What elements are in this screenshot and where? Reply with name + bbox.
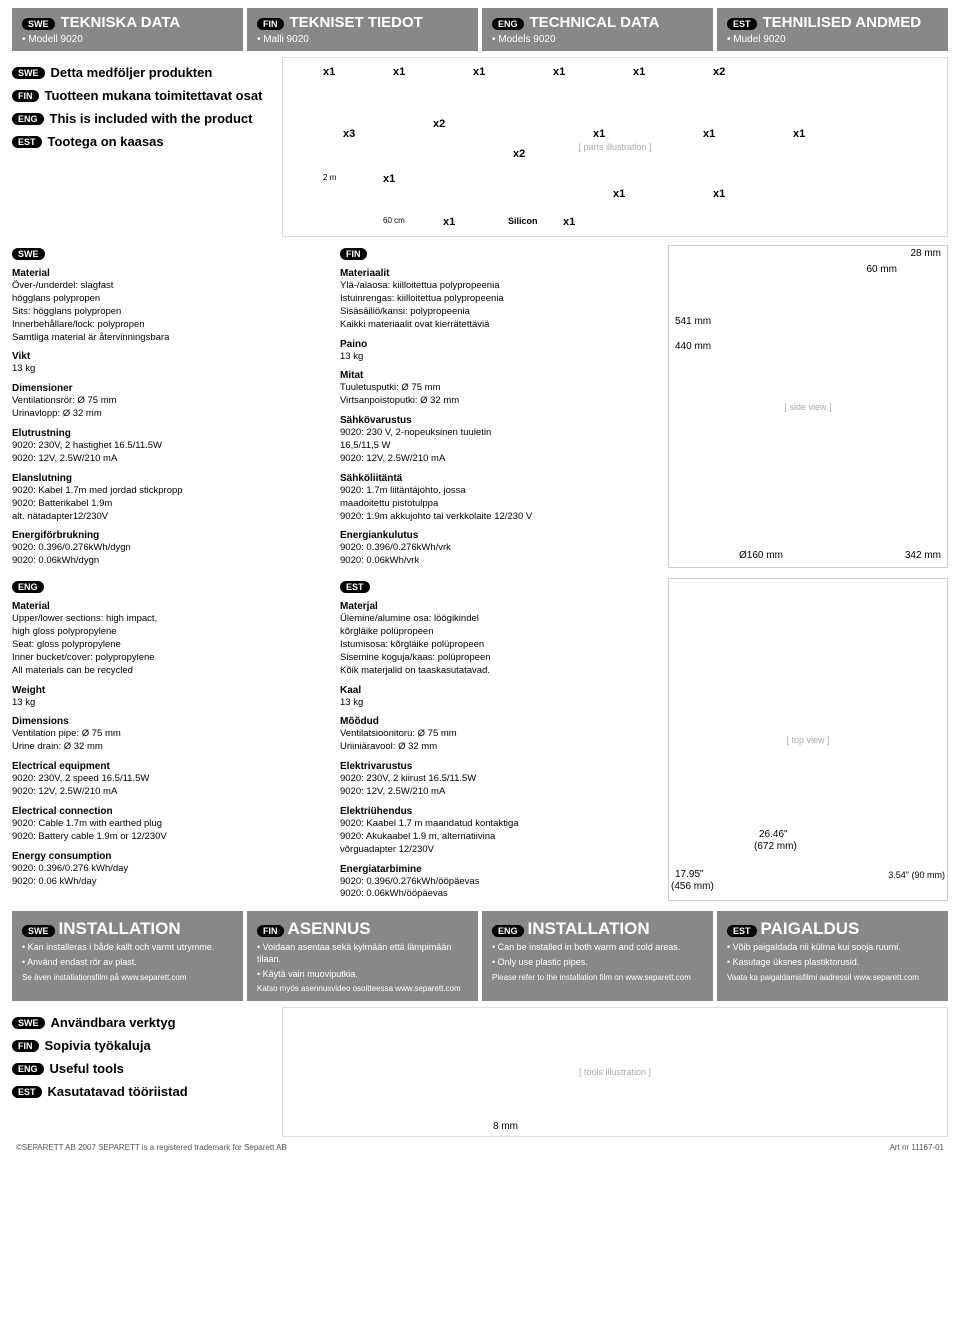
- qty: x2: [433, 118, 445, 130]
- lang-badge: EST: [340, 581, 370, 593]
- qty: x1: [713, 188, 725, 200]
- parts-diagram: [ parts illustration ] x1 x1 x1 x1 x1 x2…: [282, 57, 948, 237]
- header-title: TEKNISET TIEDOT: [290, 14, 423, 31]
- header-sub: Models 9020: [492, 34, 703, 45]
- header-sub: Mudel 9020: [727, 34, 938, 45]
- art-number: Art nr 11167-01: [890, 1143, 944, 1152]
- header-title: TEHNILISED ANDMED: [763, 14, 922, 31]
- qty: x1: [393, 66, 405, 78]
- h-material: Material: [12, 268, 328, 279]
- included-swe: SWEDetta medföljer produkten: [12, 65, 272, 80]
- install-fin: FINASENNUS Voidaan asentaa sekä kylmään …: [247, 911, 478, 1001]
- specs-row-1: SWE Material Över-/underdel: slagfasthög…: [12, 245, 948, 568]
- specs-row-2: ENG Material Upper/lower sections: high …: [12, 578, 948, 901]
- copyright: ©SEPARETT AB 2007 SEPARETT is a register…: [16, 1143, 287, 1152]
- parts-section: SWEDetta medföljer produkten FINTuotteen…: [12, 57, 948, 237]
- header-est: EST TEHNILISED ANDMED Mudel 9020: [717, 8, 948, 51]
- diagram-top: [ top view ] 26.46" (672 mm) 17.95" (456…: [668, 578, 948, 901]
- header-swe: SWE TEKNISKA DATA Modell 9020: [12, 8, 243, 51]
- qty: x1: [793, 128, 805, 140]
- spec-fin: FIN Materiaalit Ylä-/alaosa: kiilloitett…: [340, 245, 656, 568]
- install-est: ESTPAIGALDUS Võib paigaldada nii külma k…: [717, 911, 948, 1001]
- qty: x2: [713, 66, 725, 78]
- included-eng: ENGThis is included with the product: [12, 111, 272, 126]
- tools-section: SWEAnvändbara verktyg FINSopivia työkalu…: [12, 1007, 948, 1137]
- qty: x1: [703, 128, 715, 140]
- qty: x1: [443, 216, 455, 228]
- silicon-label: Silicon: [508, 216, 538, 226]
- drill-bit-size: 8 mm: [493, 1121, 518, 1132]
- included-fin: FINTuotteen mukana toimitettavat osat: [12, 88, 272, 103]
- qty: x3: [343, 128, 355, 140]
- lang-badge: ENG: [492, 18, 524, 30]
- spec-swe: SWE Material Över-/underdel: slagfasthög…: [12, 245, 328, 568]
- qty: x1: [553, 66, 565, 78]
- lang-badge: EST: [727, 18, 757, 30]
- lang-badge: FIN: [257, 18, 284, 30]
- qty: x1: [613, 188, 625, 200]
- header-title: TEKNISKA DATA: [61, 14, 181, 31]
- header-sub: Modell 9020: [22, 34, 233, 45]
- qty: x1: [563, 216, 575, 228]
- qty: x1: [473, 66, 485, 78]
- lang-badge: ENG: [12, 581, 44, 593]
- header-title: TECHNICAL DATA: [530, 14, 660, 31]
- tools-illustration-icon: [ tools illustration ]: [579, 1067, 651, 1077]
- lang-badge: FIN: [340, 248, 367, 260]
- qty: x1: [633, 66, 645, 78]
- toilet-side-icon: [ side view ]: [784, 402, 831, 412]
- tools-diagram: [ tools illustration ] 8 mm: [282, 1007, 948, 1137]
- install-row: SWEINSTALLATION Kan installeras i både k…: [12, 911, 948, 1001]
- included-labels: SWEDetta medföljer produkten FINTuotteen…: [12, 57, 272, 237]
- spec-eng: ENG Material Upper/lower sections: high …: [12, 578, 328, 901]
- header-sub: Malli 9020: [257, 34, 468, 45]
- parts-illustration-icon: [ parts illustration ]: [578, 142, 651, 152]
- header-fin: FIN TEKNISET TIEDOT Malli 9020: [247, 8, 478, 51]
- footer: ©SEPARETT AB 2007 SEPARETT is a register…: [12, 1143, 948, 1152]
- lang-badge: SWE: [12, 248, 45, 260]
- tools-labels: SWEAnvändbara verktyg FINSopivia työkalu…: [12, 1007, 272, 1137]
- qty: x1: [383, 173, 395, 185]
- install-eng: ENGINSTALLATION Can be installed in both…: [482, 911, 713, 1001]
- header-eng: ENG TECHNICAL DATA Models 9020: [482, 8, 713, 51]
- toilet-top-icon: [ top view ]: [786, 735, 829, 745]
- tube-60cm: 60 cm: [383, 216, 405, 225]
- qty: x1: [593, 128, 605, 140]
- diagram-side: [ side view ] 28 mm 60 mm 541 mm 440 mm …: [668, 245, 948, 568]
- qty: x1: [323, 66, 335, 78]
- lang-badge: SWE: [22, 18, 55, 30]
- cable-2m: 2 m: [323, 173, 336, 182]
- header-row: SWE TEKNISKA DATA Modell 9020 FIN TEKNISET…: [12, 8, 948, 51]
- qty: x2: [513, 148, 525, 160]
- included-est: ESTTootega on kaasas: [12, 134, 272, 149]
- spec-est: EST Materjal Ülemine/alumine osa: löögik…: [340, 578, 656, 901]
- install-swe: SWEINSTALLATION Kan installeras i både k…: [12, 911, 243, 1001]
